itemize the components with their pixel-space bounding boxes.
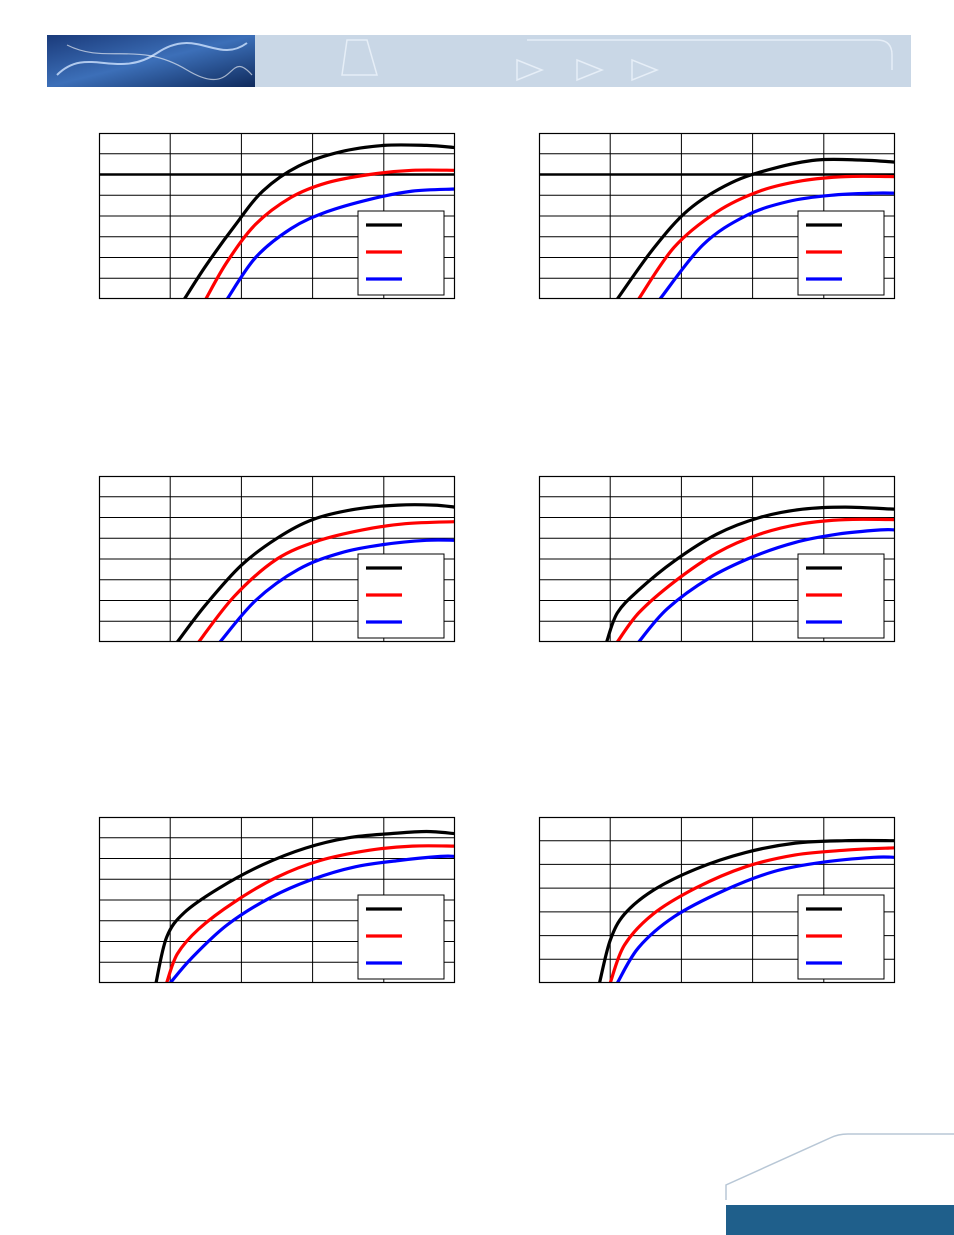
- series-line-blue: [225, 187, 455, 299]
- chart-5: [98, 816, 456, 984]
- series-group: [605, 505, 895, 642]
- series-line-black: [615, 157, 895, 299]
- chart-1-svg: [98, 132, 456, 300]
- header-banner: [47, 35, 911, 87]
- series-line-red: [165, 844, 455, 983]
- series-line-black: [182, 143, 455, 299]
- chart-6-svg: [538, 816, 896, 984]
- series-line-black: [597, 838, 895, 983]
- plot-border: [98, 475, 456, 643]
- series-line-red: [615, 517, 895, 642]
- series-group: [182, 143, 455, 299]
- plot-border: [98, 132, 456, 300]
- chart-2: [538, 132, 896, 300]
- chart-4-svg: [538, 475, 896, 643]
- series-line-red: [608, 846, 895, 983]
- footer-bar: [726, 1205, 954, 1235]
- series-group: [175, 503, 455, 642]
- series-line-blue: [168, 854, 455, 983]
- chart-6: [538, 816, 896, 984]
- series-group: [597, 838, 895, 983]
- series-line-black: [605, 505, 895, 642]
- series-line-blue: [218, 538, 455, 642]
- plot-border: [538, 132, 896, 300]
- series-line-blue: [658, 191, 895, 299]
- series-line-black: [175, 503, 455, 642]
- plot-border: [538, 475, 896, 643]
- series-group: [154, 829, 455, 983]
- banner-photo: [47, 35, 255, 87]
- chart-3: [98, 475, 456, 643]
- series-line-red: [197, 520, 455, 642]
- plot-border: [98, 816, 456, 984]
- chart-3-svg: [98, 475, 456, 643]
- chart-2-svg: [538, 132, 896, 300]
- series-line-blue: [615, 855, 895, 983]
- footer-decoration: [725, 1133, 954, 1235]
- series-line-red: [637, 174, 895, 299]
- chart-1: [98, 132, 456, 300]
- series-line-black: [154, 829, 455, 983]
- plot-border: [538, 816, 896, 984]
- chart-4: [538, 475, 896, 643]
- chart-5-svg: [98, 816, 456, 984]
- banner-background: [255, 35, 911, 87]
- series-line-red: [204, 168, 455, 299]
- series-group: [615, 157, 895, 299]
- series-line-blue: [637, 528, 895, 642]
